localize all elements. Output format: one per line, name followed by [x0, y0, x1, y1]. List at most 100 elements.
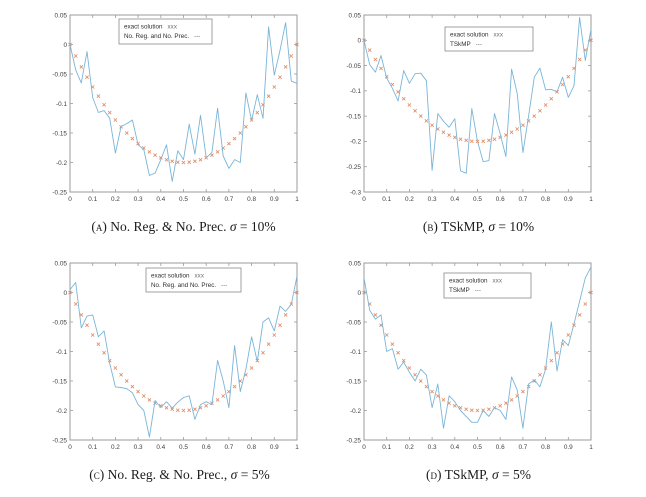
x-tick-label: 0.6 — [496, 444, 505, 451]
x-marker — [407, 366, 412, 370]
y-tick-label: -0.05 — [52, 71, 67, 78]
legend-entry: No. Reg. and No. Prec. --- — [124, 33, 200, 40]
x-tick-label: 0.7 — [224, 196, 233, 203]
caption-b-sigma: σ — [488, 219, 495, 234]
subplot-b-caption: (b) TSkMP, σ = 10% — [317, 219, 640, 235]
y-tick-label: -0.25 — [52, 437, 67, 444]
legend-entry: No. Reg. and No. Prec. --- — [151, 282, 227, 289]
x-marker — [577, 313, 582, 317]
subplot-c-chart: 0 0.1 0.2 0.3 0.4 0.5 0.6 0.7 0.8 0.9 1 0.05 0 -0.05 -… — [52, 260, 299, 451]
x-marker — [102, 350, 106, 355]
y-tick-label: 0.05 — [55, 12, 68, 19]
y-tick-label: 0 — [63, 42, 67, 49]
x-marker — [198, 157, 203, 162]
x-marker — [418, 114, 423, 118]
x-marker — [379, 66, 383, 71]
x-tick-label: 0 — [68, 196, 72, 203]
legend-box — [444, 26, 534, 52]
noisy-series-line — [363, 17, 592, 174]
x-marker — [469, 139, 474, 144]
x-marker — [73, 302, 78, 306]
x-tick-label: 0.9 — [270, 444, 279, 451]
x-marker — [447, 133, 451, 137]
x-marker — [413, 108, 417, 113]
y-tick-label: 0.05 — [349, 12, 362, 19]
y-tick-label: -0.25 — [52, 189, 67, 196]
x-marker — [124, 379, 129, 383]
x-marker — [362, 290, 366, 295]
x-tick-label: 0.4 — [450, 196, 459, 203]
x-marker — [215, 150, 220, 154]
caption-b-tag: (b) — [422, 219, 438, 234]
x-tick-label: 0.7 — [224, 444, 233, 451]
y-tick-label: -0.05 — [346, 319, 361, 326]
x-tick-label: 0.7 — [518, 196, 527, 203]
x-marker — [238, 131, 243, 135]
x-marker — [413, 372, 417, 377]
x-marker — [272, 333, 277, 337]
x-marker — [130, 384, 135, 389]
x-tick-label: 0.9 — [564, 444, 573, 451]
y-tick-label: -0.15 — [52, 130, 67, 137]
caption-d-sigma: σ — [491, 467, 499, 482]
caption-c-eq: = 5% — [240, 467, 270, 482]
x-marker — [244, 124, 248, 129]
x-marker — [441, 130, 446, 135]
x-tick-label: 0.3 — [134, 444, 143, 451]
x-marker — [153, 153, 157, 157]
x-marker — [407, 103, 412, 107]
x-marker — [430, 389, 434, 394]
y-tick-label: -0.1 — [56, 101, 67, 108]
legend-box — [443, 272, 532, 299]
y-tick-label: -0.2 — [350, 139, 361, 146]
x-marker — [396, 350, 400, 355]
x-tick-label: 0.1 — [88, 196, 97, 203]
x-marker — [232, 136, 237, 141]
x-marker — [424, 384, 429, 389]
y-tick-label: -0.15 — [346, 378, 361, 385]
x-marker — [373, 57, 378, 62]
x-tick-label: 0.8 — [247, 196, 256, 203]
x-marker — [589, 38, 593, 43]
caption-c-tag: (c) — [89, 467, 105, 482]
x-marker — [543, 103, 548, 107]
x-marker — [266, 342, 271, 346]
x-marker — [289, 54, 294, 58]
x-marker — [175, 160, 180, 165]
x-tick-label: 0.5 — [473, 196, 482, 203]
x-marker — [532, 114, 537, 118]
x-marker — [85, 75, 89, 80]
x-marker — [458, 137, 463, 142]
x-marker — [96, 342, 101, 346]
x-marker — [401, 358, 406, 363]
x-tick-label: 0.3 — [428, 196, 437, 203]
y-tick-label: -0.1 — [350, 88, 361, 95]
subplot-a-chart: 0 0.1 0.2 0.3 0.4 0.5 0.6 0.7 0.8 0.9 1 0.05 0 -0.05 -… — [52, 12, 299, 203]
y-tick-label: 0 — [357, 290, 361, 297]
x-marker — [227, 141, 231, 146]
x-marker — [583, 302, 588, 306]
legend-entry: TSkMP --- — [450, 41, 482, 48]
x-marker — [90, 333, 95, 337]
x-marker — [515, 127, 520, 131]
x-marker — [549, 358, 554, 363]
x-marker — [555, 350, 559, 355]
x-tick-label: 0.2 — [405, 444, 414, 451]
x-marker — [283, 313, 288, 317]
y-tick-label: -0.2 — [56, 408, 67, 415]
x-marker — [278, 75, 282, 80]
x-marker — [187, 408, 192, 413]
x-marker — [464, 138, 469, 143]
x-marker — [193, 407, 197, 412]
subplot-c-caption: (c) No. Reg. & No. Prec., σ = 5% — [18, 467, 341, 483]
x-marker — [390, 342, 395, 346]
caption-c-sigma: σ — [230, 467, 238, 482]
y-tick-label: -0.25 — [346, 164, 361, 171]
caption-c-text: No. Reg. & No. Prec., — [107, 467, 228, 482]
x-tick-label: 0.6 — [202, 196, 211, 203]
x-marker — [107, 110, 112, 115]
subplot-d-caption: (d) TSkMP, σ = 5% — [317, 467, 640, 483]
x-marker — [79, 65, 84, 69]
x-marker — [521, 389, 525, 394]
